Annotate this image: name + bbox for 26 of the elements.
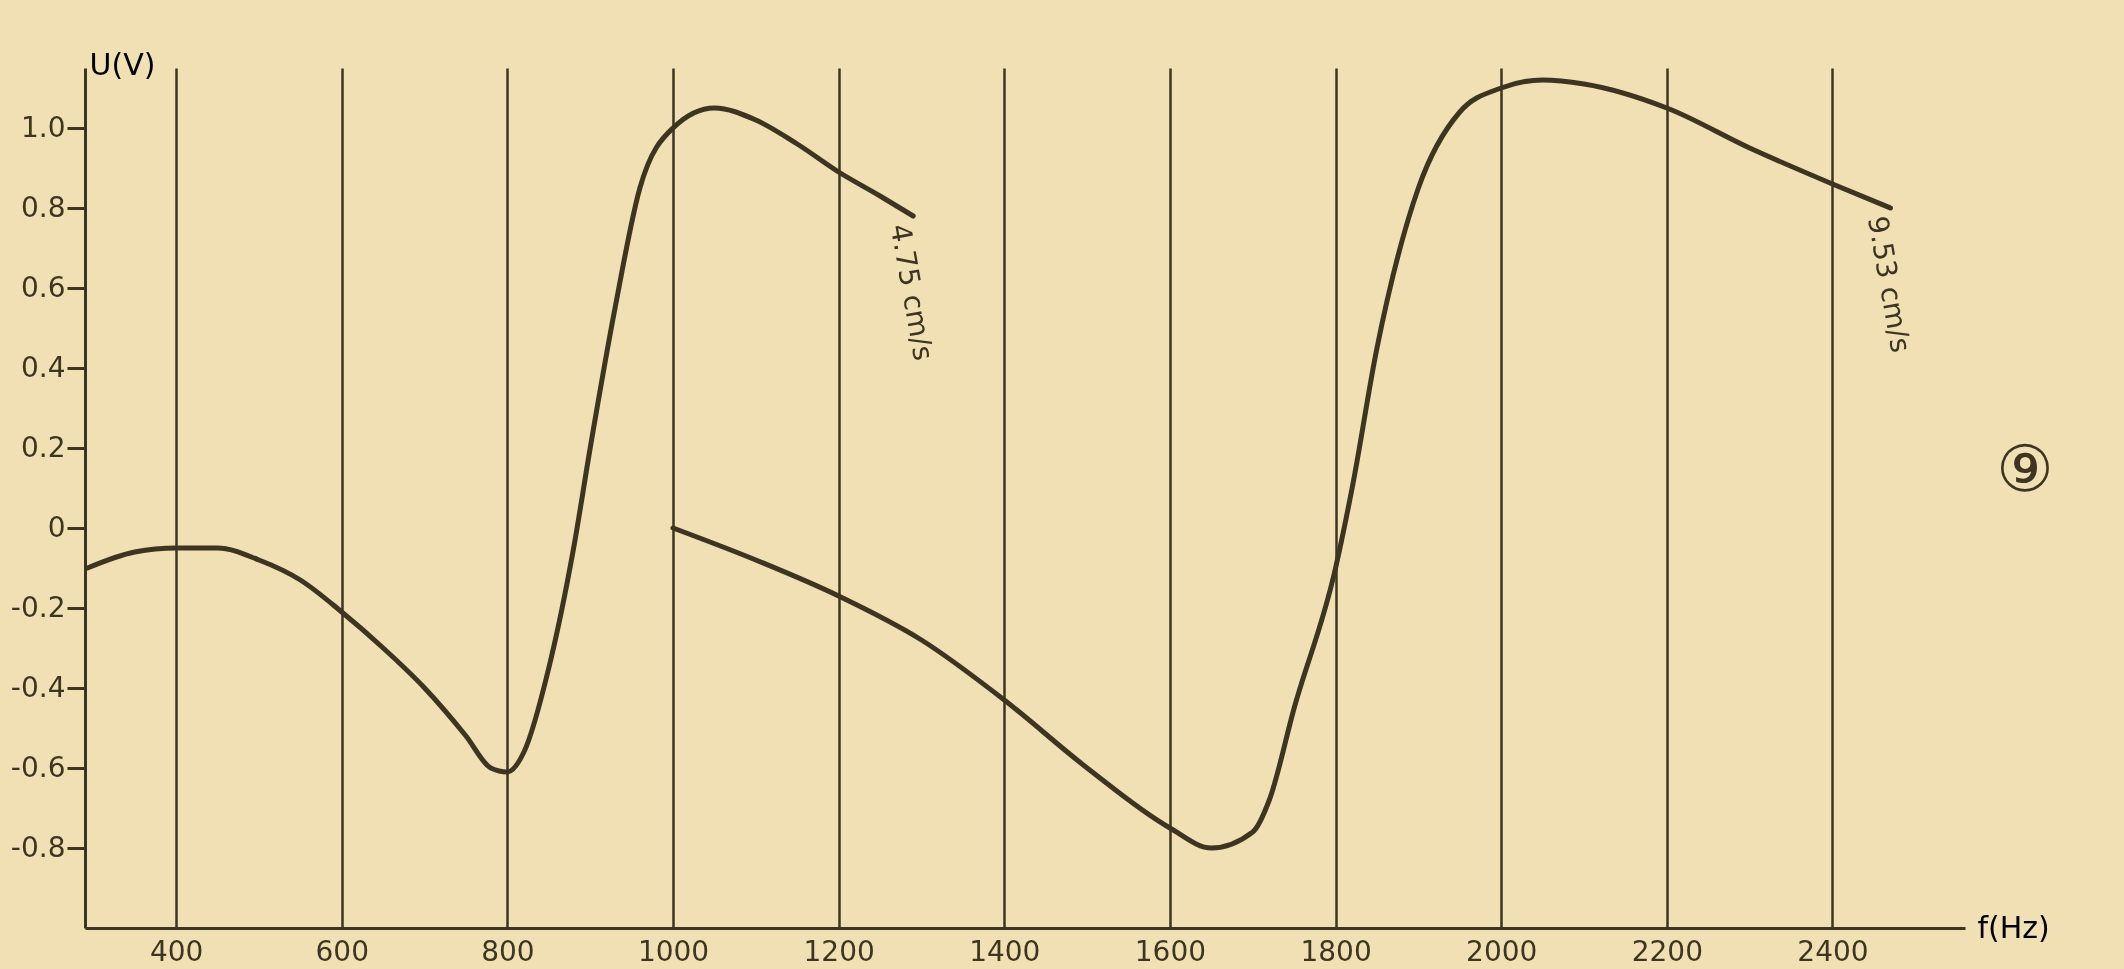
x-tick-label: 600 xyxy=(315,934,369,968)
x-tick-label: 1800 xyxy=(1300,934,1372,968)
text: 4.75 cm/s xyxy=(883,221,941,364)
y-tick-label: 0.8 xyxy=(20,190,66,224)
text: 9.53 cm/s xyxy=(1860,213,1918,356)
x-tick-label: 2400 xyxy=(1797,934,1869,968)
x-axis-title: f(Hz) xyxy=(1977,909,2050,945)
y-tick-label: -0.2 xyxy=(10,590,66,624)
y-tick-label: 0 xyxy=(47,510,66,544)
y-tick-label: -0.6 xyxy=(10,750,66,784)
y-axis-title: U(V) xyxy=(89,46,156,82)
x-tick-label: 1400 xyxy=(969,934,1041,968)
y-tick-label: 0.6 xyxy=(20,270,66,304)
y-tick-label: 1.0 xyxy=(20,110,66,144)
x-tick-label: 1200 xyxy=(803,934,875,968)
x-tick-label: 2000 xyxy=(1466,934,1538,968)
x-tick-label: 2200 xyxy=(1631,934,1703,968)
y-tick-label: 0.4 xyxy=(20,350,66,384)
x-tick-label: 1000 xyxy=(637,934,710,968)
x-tick-label: 800 xyxy=(481,934,535,968)
y-tick-label: -0.8 xyxy=(10,830,66,864)
text: ⑨ xyxy=(1996,432,2054,507)
x-tick-label: 1600 xyxy=(1134,934,1207,968)
y-tick-label: 0.2 xyxy=(20,430,66,464)
y-tick-label: -0.4 xyxy=(10,670,66,704)
x-tick-label: 400 xyxy=(149,934,204,968)
